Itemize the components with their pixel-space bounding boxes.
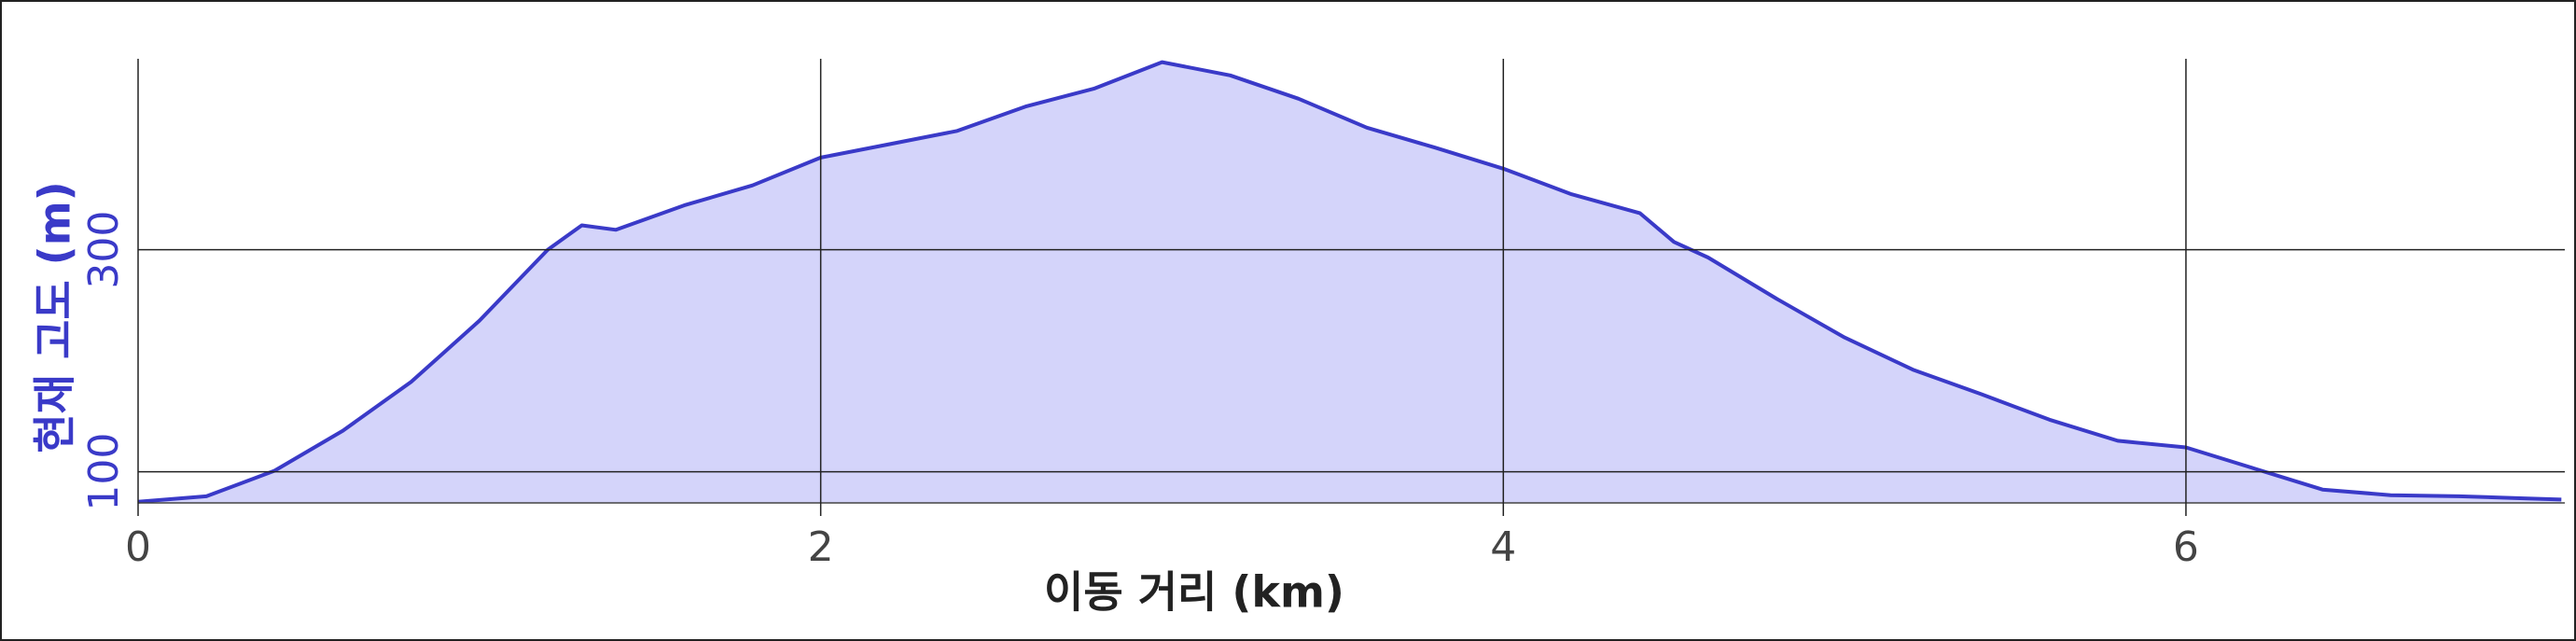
x-tick-label: 2 [808,523,834,571]
x-tick-label: 6 [2173,523,2199,571]
x-axis-label: 이동 거리 (km) [1044,567,1344,618]
x-tick-label: 0 [125,523,151,571]
y-tick-label: 100 [80,433,128,511]
area-fill [138,62,2562,503]
y-axis-label: 현재 고도 (m) [30,181,80,453]
area-line [137,60,2562,504]
y-tick-label: 300 [80,211,128,289]
x-tick-label: 4 [1490,523,1516,571]
